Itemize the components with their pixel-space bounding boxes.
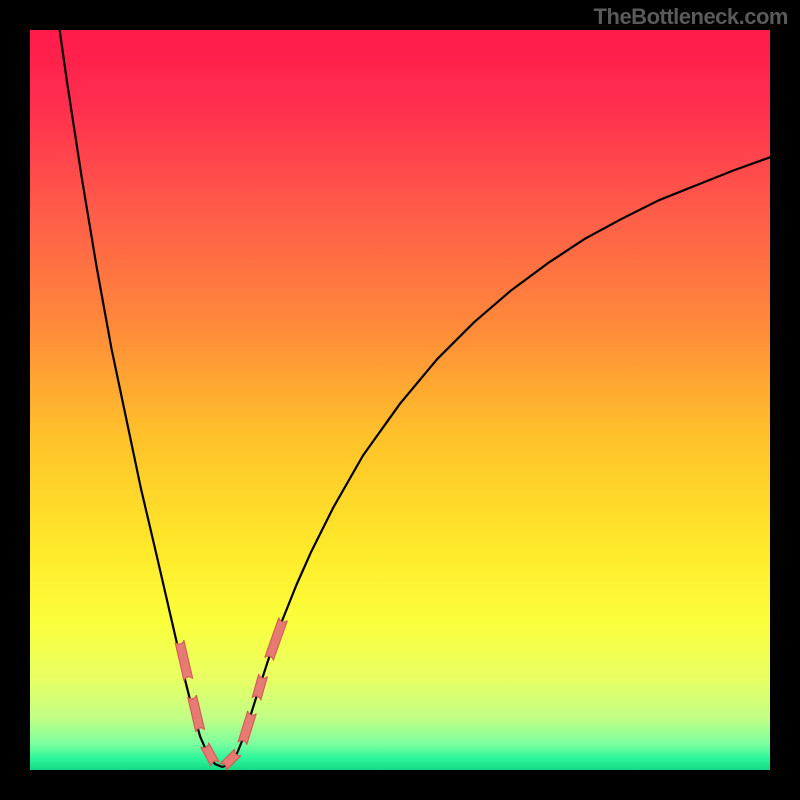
- plot-area: [30, 30, 770, 770]
- chart-frame: TheBottleneck.com: [0, 0, 800, 800]
- gradient-background: [30, 30, 770, 770]
- chart-svg: [30, 30, 770, 770]
- watermark-text: TheBottleneck.com: [594, 4, 788, 30]
